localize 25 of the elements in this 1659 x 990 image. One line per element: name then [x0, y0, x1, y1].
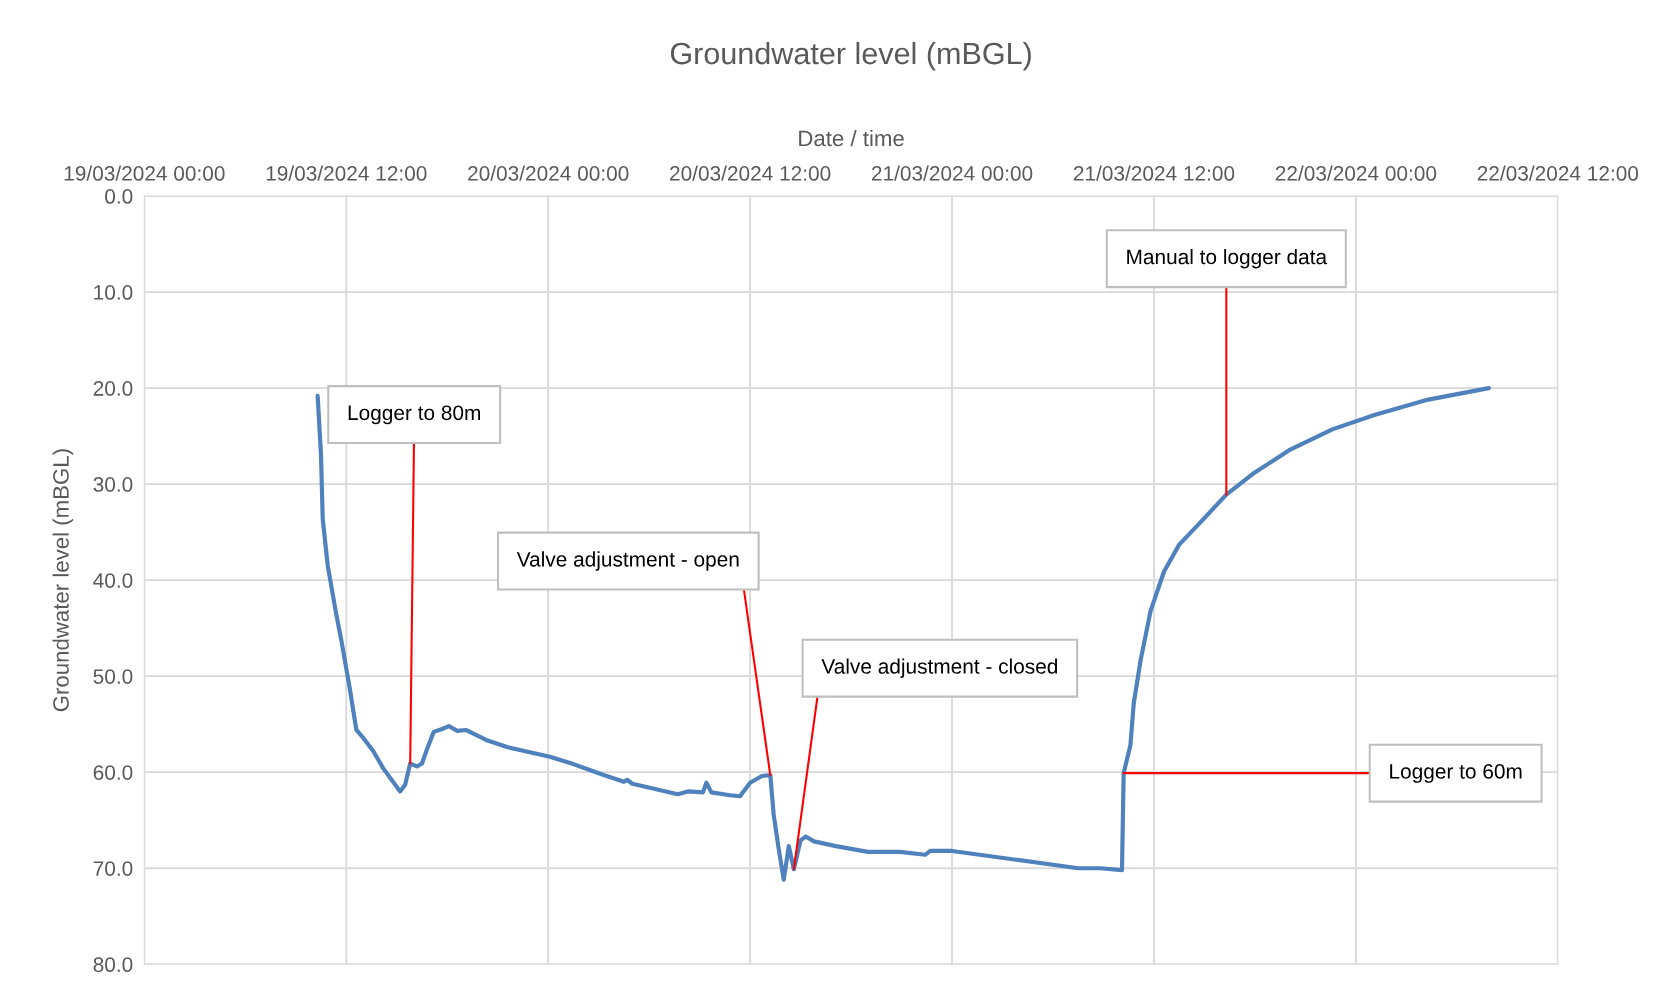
x-tick-label: 20/03/2024 00:00 — [468, 165, 629, 181]
y-tick-label: 30.0 — [93, 477, 133, 492]
y-tick-label: 70.0 — [93, 861, 133, 876]
x-axis-title: Date / time — [799, 129, 904, 147]
x-tick-label: 22/03/2024 00:00 — [1275, 165, 1437, 181]
y-tick-label: 10.0 — [94, 285, 133, 300]
x-tick-label: 21/03/2024 12:00 — [1073, 165, 1235, 181]
y-tick-label: 20.0 — [93, 381, 133, 396]
x-tick-label: 20/03/2024 12:00 — [670, 165, 831, 181]
annotation: Logger to 80m — [348, 405, 481, 425]
y-tick-label: 40.0 — [93, 573, 133, 588]
annotation: Valve adjustment - open — [516, 551, 739, 571]
y-tick-label: 50.0 — [93, 669, 133, 684]
y-tick-label: 80.0 — [93, 957, 133, 973]
x-tick-label: 21/03/2024 00:00 — [871, 165, 1033, 181]
annotation: Manual to logger data — [1127, 248, 1328, 269]
x-tick-label: 19/03/2024 00:00 — [64, 165, 225, 181]
y-tick-label: 0.0 — [105, 189, 133, 204]
chart-title: Groundwater level (mBGL) — [670, 41, 1031, 71]
y-axis-title: Groundwater level (mBGL) — [52, 449, 74, 712]
annotation: Valve adjustment - closed — [821, 658, 1058, 678]
x-tick-label: 19/03/2024 12:00 — [266, 165, 427, 181]
y-tick-label: 60.0 — [93, 765, 133, 780]
x-tick-label: 22/03/2024 12:00 — [1477, 165, 1639, 181]
annotation: Logger to 60m — [1390, 764, 1522, 783]
